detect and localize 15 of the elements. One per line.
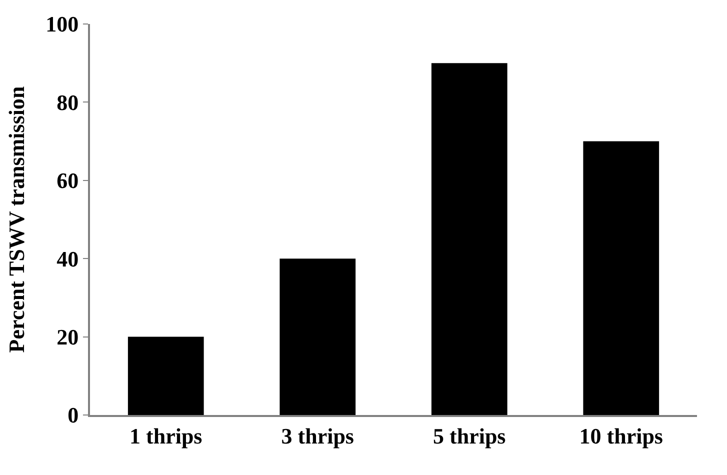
y-tick-label: 0	[68, 402, 79, 428]
x-tick-label: 5 thrips	[433, 423, 506, 448]
x-tick-label: 10 thrips	[579, 423, 664, 448]
y-tick-label: 100	[46, 12, 79, 37]
x-tick-label: 1 thrips	[130, 423, 203, 448]
y-axis-title: Percent TSWV transmission	[4, 86, 29, 353]
y-tick-label: 20	[56, 324, 79, 350]
y-tick-label: 80	[56, 90, 79, 115]
bar	[280, 258, 356, 415]
bar	[128, 336, 204, 415]
y-tick-label: 40	[56, 246, 79, 272]
y-tick-label: 60	[56, 168, 79, 194]
x-tick-label: 3 thrips	[281, 423, 354, 448]
bar	[431, 63, 508, 415]
bar	[583, 141, 660, 415]
